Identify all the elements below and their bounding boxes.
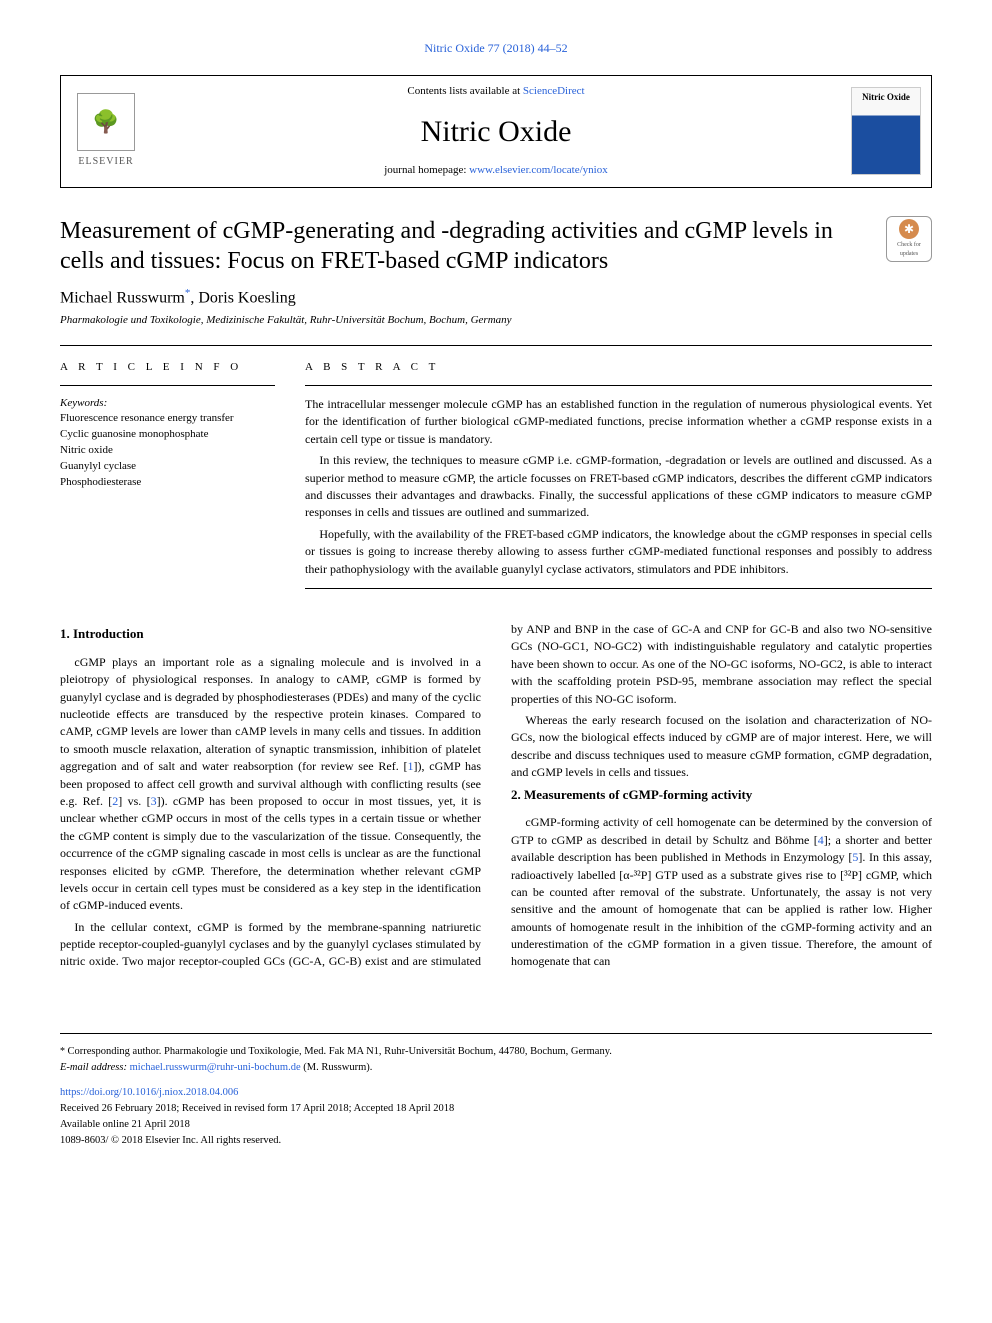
section-1-head: 1. Introduction (60, 625, 481, 644)
check-updates-line1: Check for (897, 241, 921, 249)
text: ]. In this assay, radioactively labelled… (511, 850, 932, 968)
email-label: E-mail address: (60, 1062, 130, 1073)
abstract-paragraph: The intracellular messenger molecule cGM… (305, 396, 932, 448)
journal-reference: Nitric Oxide 77 (2018) 44–52 (60, 40, 932, 57)
homepage-prefix: journal homepage: (384, 164, 469, 176)
email-suffix: (M. Russwurm). (301, 1062, 373, 1073)
affiliation: Pharmakologie und Toxikologie, Medizinis… (60, 313, 932, 328)
corresponding-author-note: * * Corresponding author. Pharmakologie … (60, 1044, 932, 1060)
main-body: 1. Introduction cGMP plays an important … (60, 621, 932, 973)
homepage-line: journal homepage: www.elsevier.com/locat… (384, 163, 608, 178)
email-line: E-mail address: michael.russwurm@ruhr-un… (60, 1060, 932, 1076)
check-updates-badge[interactable]: ✱ Check for updates (886, 216, 932, 262)
text: cGMP plays an important role as a signal… (60, 655, 481, 773)
footer: * * Corresponding author. Pharmakologie … (60, 1033, 932, 1149)
body-paragraph: cGMP plays an important role as a signal… (60, 654, 481, 915)
authors: Michael Russwurm*, Doris Koesling (60, 286, 932, 310)
elsevier-label: ELSEVIER (78, 155, 133, 169)
check-updates-line2: updates (900, 250, 918, 258)
keyword: Guanylyl cyclase (60, 459, 275, 475)
doi-link[interactable]: https://doi.org/10.1016/j.niox.2018.04.0… (60, 1085, 932, 1101)
corr-text-visible: Corresponding author. Pharmakologie und … (68, 1046, 612, 1057)
keywords-label: Keywords: (60, 396, 275, 411)
journal-cover-image: Nitric Oxide (851, 87, 921, 175)
keyword: Cyclic guanosine monophosphate (60, 427, 275, 443)
keywords-list: Fluorescence resonance energy transfer C… (60, 411, 275, 491)
author-1: Michael Russwurm (60, 289, 185, 306)
article-info-column: A R T I C L E I N F O Keywords: Fluoresc… (60, 360, 275, 599)
section-2-head: 2. Measurements of cGMP-forming activity (511, 786, 932, 805)
abstract-paragraph: Hopefully, with the availability of the … (305, 526, 932, 578)
body-paragraph: cGMP-forming activity of cell homogenate… (511, 814, 932, 971)
header-center: Contents lists available at ScienceDirec… (151, 76, 841, 187)
journal-title: Nitric Oxide (421, 111, 572, 153)
divider (60, 345, 932, 346)
abstract-paragraph: In this review, the techniques to measur… (305, 452, 932, 522)
copyright-line: 1089-8603/ © 2018 Elsevier Inc. All righ… (60, 1133, 932, 1149)
text: ] vs. [ (118, 794, 150, 808)
article-info-head: A R T I C L E I N F O (60, 360, 275, 375)
contents-prefix: Contents lists available at (407, 85, 522, 97)
abstract-column: A B S T R A C T The intracellular messen… (305, 360, 932, 599)
elsevier-tree-icon: 🌳 (77, 93, 135, 151)
divider (305, 385, 932, 386)
received-line: Received 26 February 2018; Received in r… (60, 1101, 932, 1117)
body-paragraph: Whereas the early research focused on th… (511, 712, 932, 782)
star-icon: * (60, 1046, 68, 1057)
contents-available-line: Contents lists available at ScienceDirec… (407, 84, 584, 99)
journal-header: 🌳 ELSEVIER Contents lists available at S… (60, 75, 932, 188)
keyword: Phosphodiesterase (60, 475, 275, 491)
author-2: Doris Koesling (198, 289, 295, 306)
keyword: Nitric oxide (60, 443, 275, 459)
elsevier-logo: 🌳 ELSEVIER (61, 76, 151, 187)
keyword: Fluorescence resonance energy transfer (60, 411, 275, 427)
cover-title: Nitric Oxide (852, 91, 920, 104)
text: ]). cGMP has been proposed to occur in m… (60, 794, 481, 912)
divider (305, 588, 932, 589)
divider (60, 385, 275, 386)
abstract-head: A B S T R A C T (305, 360, 932, 375)
title-row: Measurement of cGMP-generating and -degr… (60, 216, 932, 276)
online-line: Available online 21 April 2018 (60, 1117, 932, 1133)
sciencedirect-link[interactable]: ScienceDirect (523, 85, 585, 97)
homepage-link[interactable]: www.elsevier.com/locate/yniox (469, 164, 608, 176)
journal-cover: Nitric Oxide (841, 76, 931, 187)
check-updates-icon: ✱ (899, 219, 919, 239)
email-link[interactable]: michael.russwurm@ruhr-uni-bochum.de (130, 1062, 301, 1073)
info-abstract-row: A R T I C L E I N F O Keywords: Fluoresc… (60, 360, 932, 599)
article-title: Measurement of cGMP-generating and -degr… (60, 216, 876, 276)
